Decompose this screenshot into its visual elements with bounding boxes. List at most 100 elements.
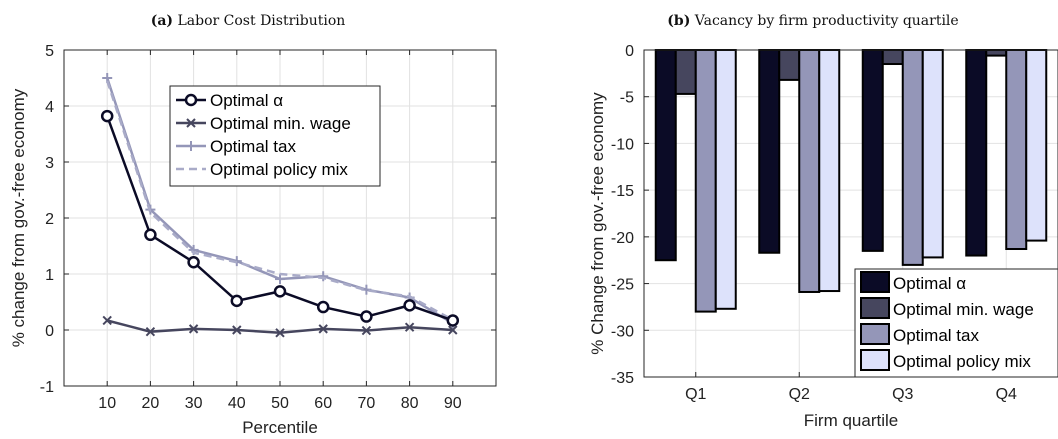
series-optimal-min-wage bbox=[102, 315, 458, 338]
data-point-optimal bbox=[403, 299, 416, 312]
data-point-optimal-min-wage bbox=[361, 325, 372, 336]
panel-b-x-tick-label: Q4 bbox=[996, 386, 1017, 403]
panel-a-y-tick-label: 4 bbox=[45, 99, 54, 116]
bar-optimal-q3 bbox=[861, 49, 884, 252]
series-optimal bbox=[100, 109, 460, 327]
panel-b-y-tick-label: -35 bbox=[611, 370, 634, 387]
panel-a-x-tick-label: 90 bbox=[444, 395, 462, 412]
bar-optimal-policy-mix-q2 bbox=[818, 49, 841, 293]
legend-label-optimal-min-wage: Optimal min. wage bbox=[210, 114, 351, 133]
panel-a-y-axis-label: % change from gov.-free economy bbox=[9, 88, 28, 347]
panel-b-x-axis-label: Firm quartile bbox=[804, 411, 898, 430]
bar-optimal-policy-mix-q1 bbox=[714, 49, 737, 310]
data-point-optimal-min-wage bbox=[448, 325, 458, 335]
panel-b-x-tick-label: Q3 bbox=[892, 386, 913, 403]
data-point-optimal bbox=[316, 300, 330, 314]
legend-marker-optimal bbox=[184, 93, 198, 107]
panel-a-y-tick-label: 3 bbox=[45, 155, 54, 172]
panel-a-title: (a) Labor Cost Distribution bbox=[151, 13, 346, 29]
data-point-optimal-min-wage bbox=[188, 324, 199, 334]
bar-optimal-q1 bbox=[654, 49, 677, 262]
bar-optimal-min-wage-q4 bbox=[985, 49, 1008, 57]
data-point-optimal bbox=[187, 255, 200, 269]
data-point-optimal-min-wage bbox=[232, 325, 242, 335]
bar-optimal-tax-q4 bbox=[1005, 49, 1028, 251]
panel-a-x-tick-label: 40 bbox=[228, 395, 246, 412]
legend-swatch-optimal-tax bbox=[860, 323, 890, 345]
data-point-optimal-min-wage bbox=[318, 324, 328, 334]
data-point-optimal bbox=[273, 285, 287, 298]
panel-a-y-tick-label: 0 bbox=[45, 323, 54, 340]
panel-a-y-tick-label: 1 bbox=[45, 267, 54, 284]
legend-label-optimal-min-wage: Optimal min. wage bbox=[893, 300, 1034, 319]
panel-b-y-tick-label: -25 bbox=[611, 277, 634, 294]
panel-b-y-axis-label: % Change from gov.-free economy bbox=[588, 92, 607, 355]
data-point-optimal-min-wage-stroke bbox=[448, 325, 458, 335]
data-point-optimal-min-wage bbox=[145, 326, 156, 337]
panel-b-y-tick-label: -15 bbox=[611, 183, 634, 200]
data-point-optimal-min-wage bbox=[102, 315, 112, 326]
legend-marker-optimal-min-wage-stroke bbox=[186, 118, 196, 128]
panel-b-y-tick-label: 0 bbox=[625, 43, 634, 60]
data-point-optimal bbox=[360, 310, 373, 323]
data-point-optimal-min-wage-stroke bbox=[361, 325, 372, 336]
data-point-optimal bbox=[100, 109, 114, 123]
legend-swatch-optimal-min-wage bbox=[860, 297, 890, 319]
series-optimal-min-wage bbox=[674, 49, 1008, 95]
panel-a-y-tick-label: 2 bbox=[45, 211, 54, 228]
data-point-optimal-tax bbox=[318, 271, 329, 282]
data-point-optimal-min-wage bbox=[404, 322, 415, 332]
data-point-optimal-min-wage-stroke bbox=[188, 324, 199, 334]
legend-marker-optimal-min-wage bbox=[186, 118, 196, 128]
legend-label-optimal: Optimal α bbox=[210, 91, 283, 110]
panel-b-x-tick-label: Q1 bbox=[685, 386, 706, 403]
panel-b-x-tick-label: Q2 bbox=[789, 386, 810, 403]
bar-optimal-min-wage-q2 bbox=[778, 49, 801, 81]
panel-a-legend: Optimal α Optimal min. wage Optimal tax Opt… bbox=[169, 85, 381, 187]
panel-b-y-tick-label: -30 bbox=[611, 323, 634, 340]
panel-b-legend: Optimal α Optimal min. wage Optimal tax Opt… bbox=[854, 268, 1058, 378]
bar-optimal-policy-mix-q3 bbox=[921, 49, 944, 259]
data-point-optimal-min-wage-stroke bbox=[232, 325, 242, 335]
legend-swatch-optimal bbox=[860, 271, 890, 293]
series-optimal-policy-mix bbox=[714, 49, 1048, 310]
legend-label-optimal-policy-mix: Optimal policy mix bbox=[893, 352, 1031, 371]
data-point-optimal-min-wage-stroke bbox=[145, 326, 156, 337]
legend-label-optimal-tax: Optimal tax bbox=[210, 137, 296, 156]
bar-optimal-tax-q1 bbox=[694, 49, 717, 313]
panel-b-bar-chart: (b) Vacancy by firm productivity quartil… bbox=[588, 13, 1058, 430]
panel-b-y-tick-label: -5 bbox=[620, 90, 634, 107]
data-point-optimal bbox=[446, 314, 460, 327]
panel-a-y-tick-label: -1 bbox=[40, 379, 54, 396]
panel-a-y-tick-label: 5 bbox=[45, 43, 54, 60]
bar-optimal-q2 bbox=[758, 49, 781, 254]
legend-label-optimal-policy-mix: Optimal policy mix bbox=[210, 160, 348, 179]
panel-a-x-tick-label: 80 bbox=[401, 395, 419, 412]
panel-a-x-tick-label: 60 bbox=[314, 395, 332, 412]
bar-optimal-policy-mix-q4 bbox=[1025, 49, 1048, 242]
panel-b-plot-frame bbox=[643, 49, 1058, 378]
panel-a-x-axis-label: Percentile bbox=[242, 418, 318, 437]
data-point-optimal-min-wage bbox=[275, 328, 285, 338]
panel-b-y-tick-label: -10 bbox=[611, 136, 634, 153]
data-point-optimal bbox=[144, 228, 157, 242]
data-point-optimal-min-wage-stroke bbox=[275, 328, 285, 338]
panel-b-y-tick-label: -20 bbox=[611, 230, 634, 247]
bar-optimal-tax-q2 bbox=[798, 49, 821, 293]
panel-a-x-tick-label: 30 bbox=[185, 395, 203, 412]
legend-label-optimal-tax: Optimal tax bbox=[893, 326, 979, 345]
legend-label-optimal: Optimal α bbox=[893, 274, 966, 293]
legend-marker-optimal-tax bbox=[186, 141, 196, 151]
panel-a-x-tick-label: 70 bbox=[358, 395, 376, 412]
data-point-optimal bbox=[230, 294, 244, 308]
data-point-optimal-min-wage-stroke bbox=[318, 324, 328, 334]
series-optimal-policy-mix bbox=[106, 80, 454, 322]
bar-optimal-tax-q3 bbox=[901, 49, 924, 266]
panel-a-x-tick-label: 10 bbox=[98, 395, 116, 412]
series-optimal bbox=[654, 49, 988, 262]
panel-a-line-chart: (a) Labor Cost Distribution 10 20 30 40 50 60… bbox=[9, 13, 497, 437]
panel-a-x-tick-label: 50 bbox=[271, 395, 289, 412]
series-line-optimal-policy-mix bbox=[106, 80, 454, 322]
bar-optimal-q4 bbox=[965, 49, 988, 257]
